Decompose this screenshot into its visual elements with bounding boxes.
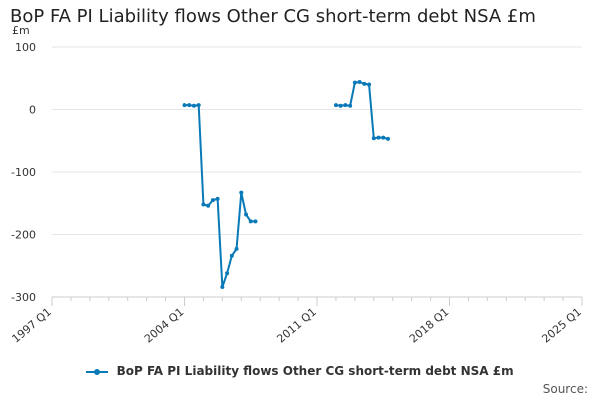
- y-tick-label: -100: [11, 166, 36, 179]
- data-point: [376, 135, 381, 140]
- legend-line-marker-icon: [86, 366, 109, 378]
- data-point: [333, 103, 338, 108]
- data-point: [343, 103, 348, 108]
- data-point: [206, 203, 211, 208]
- y-axis-unit-label: £m: [12, 24, 30, 37]
- data-point: [367, 82, 372, 87]
- data-point: [362, 81, 367, 86]
- x-tick-label: 1997 Q1: [9, 305, 53, 345]
- legend[interactable]: BoP FA PI Liability flows Other CG short…: [0, 364, 600, 378]
- data-point: [215, 196, 220, 201]
- series-group: [182, 80, 390, 289]
- data-point: [210, 198, 215, 203]
- data-point: [357, 80, 362, 84]
- data-point: [220, 285, 225, 289]
- data-point: [244, 212, 249, 217]
- legend-entry-label: BoP FA PI Liability flows Other CG short…: [116, 364, 514, 378]
- data-point: [201, 202, 206, 207]
- x-tick-label: 2018 Q1: [407, 305, 451, 345]
- data-point: [182, 103, 187, 108]
- gridlines: [52, 46, 582, 298]
- chart-title: BoP FA PI Liability flows Other CG short…: [10, 6, 536, 27]
- x-tick-label: 2025 Q1: [539, 305, 583, 345]
- series-line: [335, 81, 389, 140]
- y-tick-label: 100: [15, 41, 36, 54]
- data-point: [234, 246, 239, 251]
- y-tick-label: -200: [11, 229, 36, 242]
- data-point: [239, 190, 244, 195]
- data-point: [187, 103, 192, 108]
- data-point: [229, 253, 234, 258]
- data-point: [338, 103, 343, 108]
- data-point: [352, 80, 357, 85]
- data-point: [385, 136, 390, 141]
- x-tick-label: 2004 Q1: [142, 305, 186, 345]
- y-tick-label: 0: [29, 104, 36, 117]
- data-point: [191, 103, 196, 108]
- source-label: Source:: [542, 382, 588, 396]
- data-point: [196, 103, 201, 108]
- data-point: [225, 271, 230, 276]
- series-line: [184, 104, 256, 288]
- x-tick-label: 2011 Q1: [274, 305, 318, 345]
- y-tick-label: -300: [11, 291, 36, 304]
- data-point: [348, 103, 353, 108]
- data-point: [381, 135, 386, 140]
- data-point: [253, 219, 258, 224]
- data-point: [248, 219, 253, 224]
- data-point: [371, 136, 376, 141]
